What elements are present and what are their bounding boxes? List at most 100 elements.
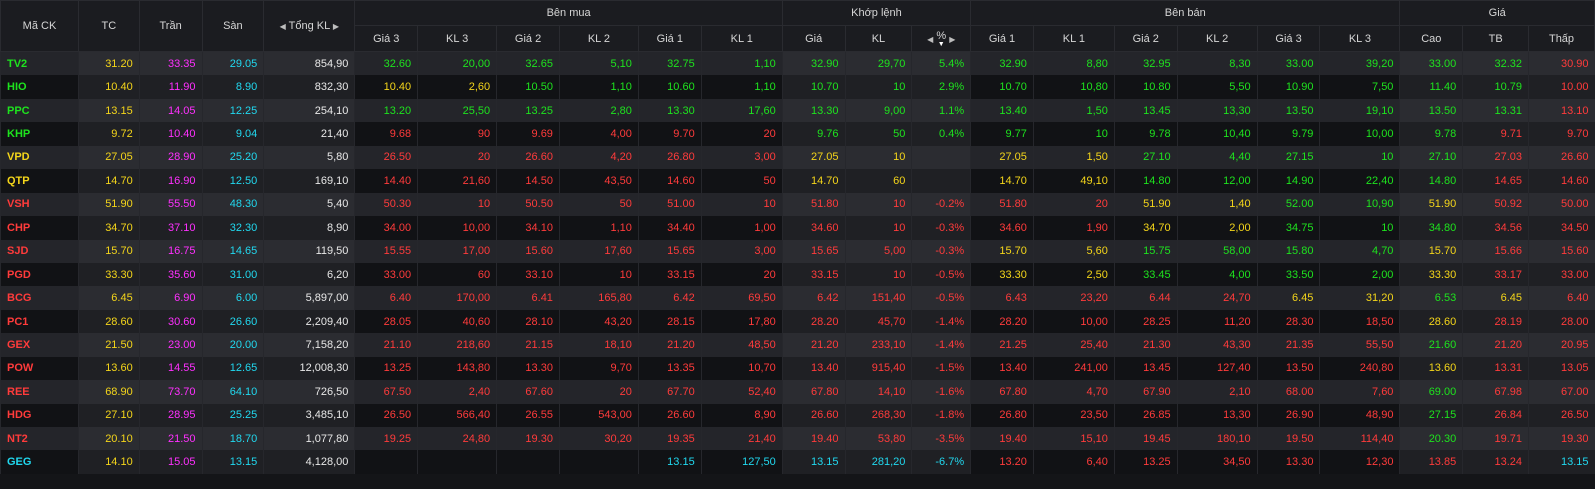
cell-bid-price-1: 33.15 bbox=[637, 262, 702, 287]
cell-ask-vol-3: 10 bbox=[1319, 216, 1400, 240]
cell-bid-vol-3: 170,00 bbox=[417, 286, 497, 310]
cell-ask-vol-3: 114,40 bbox=[1319, 427, 1400, 451]
cell-symbol[interactable]: HIO bbox=[0, 75, 79, 99]
cell-average: 13.31 bbox=[1462, 356, 1529, 381]
cell-symbol[interactable]: KHP bbox=[0, 122, 79, 146]
header-ask-vol-3[interactable]: KL 3 bbox=[1319, 25, 1401, 52]
cell-high: 21.60 bbox=[1399, 333, 1463, 357]
cell-bid-price-1: 28.15 bbox=[637, 309, 702, 334]
cell-low: 13.05 bbox=[1528, 356, 1595, 381]
header-ask-price-1[interactable]: Giá 1 bbox=[970, 25, 1034, 52]
cell-ask-vol-1: 5,60 bbox=[1032, 239, 1115, 263]
cell-bid-vol-2: 17,60 bbox=[558, 239, 639, 263]
table-row[interactable]: QTP 14.70 16.90 12.50 169,10 14.40 21,60 14.50 4… bbox=[0, 169, 1595, 193]
header-ask-price-2[interactable]: Giá 2 bbox=[1113, 25, 1178, 52]
cell-ask-price-3: 28.30 bbox=[1256, 309, 1320, 334]
cell-match-volume: 915,40 bbox=[844, 356, 912, 381]
cell-symbol[interactable]: GEG bbox=[0, 450, 79, 474]
table-row[interactable]: PPC 13.15 14.05 12.25 254,10 13.20 25,50 13.25 2… bbox=[0, 98, 1595, 123]
cell-average: 27.03 bbox=[1462, 145, 1529, 170]
cell-ceiling: 14.05 bbox=[138, 98, 202, 123]
header-low[interactable]: Thấp bbox=[1528, 25, 1595, 52]
header-high[interactable]: Cao bbox=[1399, 25, 1464, 52]
cell-ask-vol-3: 10 bbox=[1319, 145, 1400, 170]
cell-symbol[interactable]: PGD bbox=[0, 262, 79, 287]
caret-right-icon[interactable]: ▶ bbox=[332, 22, 340, 31]
cell-symbol[interactable]: PPC bbox=[0, 98, 79, 123]
cell-symbol[interactable]: SJD bbox=[0, 239, 79, 263]
cell-symbol[interactable]: NT2 bbox=[0, 427, 79, 451]
table-row[interactable]: GEX 21.50 23.00 20.00 7,158,20 21.10 218,60 21.… bbox=[0, 333, 1595, 357]
header-ask-vol-1[interactable]: KL 1 bbox=[1032, 25, 1115, 52]
cell-symbol[interactable]: HDG bbox=[0, 403, 79, 427]
cell-symbol[interactable]: REE bbox=[0, 380, 79, 404]
header-match-price[interactable]: Giá bbox=[781, 25, 846, 52]
cell-symbol[interactable]: BCG bbox=[0, 286, 79, 310]
table-row[interactable]: TV2 31.20 33.35 29.05 854,90 32.60 20,00 32.65 5… bbox=[0, 51, 1595, 76]
cell-symbol[interactable]: VPD bbox=[0, 145, 79, 170]
cell-average: 15.66 bbox=[1462, 239, 1529, 263]
table-row[interactable]: PGD 33.30 35.60 31.00 6,20 33.00 60 33.10 10 33.1… bbox=[0, 262, 1595, 287]
table-row[interactable]: KHP 9.72 10.40 9.04 21,40 9.68 90 9.69 4,00 9.70 2… bbox=[0, 122, 1595, 146]
table-row[interactable]: SJD 15.70 16.75 14.65 119,50 15.55 17,00 15.60 1… bbox=[0, 239, 1595, 263]
cell-match-percent: 2.9% bbox=[911, 75, 971, 99]
table-row[interactable]: VPD 27.05 28.90 25.20 5,80 26.50 20 26.60 4,20 26… bbox=[0, 145, 1595, 170]
header-bid-price-3[interactable]: Giá 3 bbox=[354, 25, 419, 52]
table-row[interactable]: PC1 28.60 30.60 26.60 2,209,40 28.05 40,60 28.1… bbox=[0, 309, 1595, 334]
header-ask-vol-2[interactable]: KL 2 bbox=[1176, 25, 1258, 52]
cell-ask-vol-3: 39,20 bbox=[1319, 51, 1400, 76]
header-bid-vol-3[interactable]: KL 3 bbox=[417, 25, 498, 52]
cell-match-volume: 53,80 bbox=[844, 427, 912, 451]
cell-match-volume: 50 bbox=[844, 122, 912, 146]
cell-bid-price-3 bbox=[354, 450, 418, 474]
cell-bid-vol-2: 2,80 bbox=[558, 98, 639, 123]
caret-right-icon[interactable]: ▶ bbox=[949, 34, 956, 44]
header-ceiling[interactable]: Trần bbox=[138, 0, 203, 52]
cell-symbol[interactable]: GEX bbox=[0, 333, 79, 357]
table-row[interactable]: NT2 20.10 21.50 18.70 1,077,80 19.25 24,80 19.3… bbox=[0, 427, 1595, 451]
table-row[interactable]: BCG 6.45 6.90 6.00 5,897,00 6.40 170,00 6.41 165… bbox=[0, 286, 1595, 310]
header-match-volume[interactable]: KL bbox=[844, 25, 913, 52]
table-row[interactable]: HIO 10.40 11.90 8.90 832,30 10.40 2,60 10.50 1,1… bbox=[0, 75, 1595, 99]
header-ref[interactable]: TC bbox=[77, 0, 140, 52]
table-row[interactable]: HDG 27.10 28.95 25.25 3,485,10 26.50 566,40 26.… bbox=[0, 403, 1595, 427]
cell-symbol[interactable]: VSH bbox=[0, 192, 79, 217]
table-row[interactable]: REE 68.90 73.70 64.10 726,50 67.50 2,40 67.60 20… bbox=[0, 380, 1595, 404]
cell-symbol[interactable]: CHP bbox=[0, 216, 79, 240]
caret-left-icon[interactable]: ◀ bbox=[927, 34, 934, 44]
cell-ref: 13.60 bbox=[77, 356, 140, 381]
header-bid-price-1[interactable]: Giá 1 bbox=[637, 25, 702, 52]
header-average[interactable]: TB bbox=[1462, 25, 1530, 52]
header-ask-price-3[interactable]: Giá 3 bbox=[1256, 25, 1321, 52]
table-row[interactable]: CHP 34.70 37.10 32.30 8,90 34.00 10,00 34.10 1,1… bbox=[0, 216, 1595, 240]
table-row[interactable]: VSH 51.90 55.50 48.30 5,40 50.30 10 50.50 50 51.0… bbox=[0, 192, 1595, 217]
caret-left-icon[interactable]: ◀ bbox=[279, 22, 286, 31]
cell-bid-vol-2: 50 bbox=[558, 192, 639, 217]
cell-symbol[interactable]: PC1 bbox=[0, 309, 79, 334]
header-symbol[interactable]: Mã CK bbox=[0, 0, 79, 52]
header-match-percent[interactable]: ◀ % ▼ ▶ bbox=[911, 25, 972, 52]
header-bid-group: Bên mua bbox=[354, 0, 783, 26]
cell-ceiling: 28.95 bbox=[138, 403, 202, 427]
cell-ask-vol-1: 23,50 bbox=[1032, 403, 1115, 427]
header-bid-vol-1[interactable]: KL 1 bbox=[700, 25, 783, 52]
header-bid-vol-2[interactable]: KL 2 bbox=[558, 25, 639, 52]
table-row[interactable]: GEG 14.10 15.05 13.15 4,128,00 13.15 127,50 13.… bbox=[0, 450, 1595, 474]
cell-symbol[interactable]: TV2 bbox=[0, 51, 79, 76]
cell-floor: 48.30 bbox=[201, 192, 264, 217]
cell-ask-price-1: 32.90 bbox=[970, 51, 1034, 76]
cell-low: 26.60 bbox=[1528, 145, 1595, 170]
cell-total-volume: 4,128,00 bbox=[263, 450, 355, 474]
cell-bid-vol-3: 10,00 bbox=[417, 216, 497, 240]
table-row[interactable]: POW 13.60 14.55 12.65 12,008,30 13.25 143,80 13… bbox=[0, 356, 1595, 381]
cell-average: 13.31 bbox=[1462, 98, 1529, 123]
header-floor[interactable]: Sàn bbox=[201, 0, 265, 52]
header-total-volume[interactable]: ◀ Tổng KL ▶ bbox=[263, 0, 356, 52]
sort-down-icon[interactable]: ▼ bbox=[937, 40, 945, 48]
header-bid-price-2[interactable]: Giá 2 bbox=[496, 25, 560, 52]
cell-symbol[interactable]: POW bbox=[0, 356, 79, 381]
cell-symbol[interactable]: QTP bbox=[0, 169, 79, 193]
cell-match-price: 27.05 bbox=[781, 145, 846, 170]
cell-ceiling: 14.55 bbox=[138, 356, 202, 381]
cell-bid-price-2: 26.55 bbox=[496, 403, 560, 427]
